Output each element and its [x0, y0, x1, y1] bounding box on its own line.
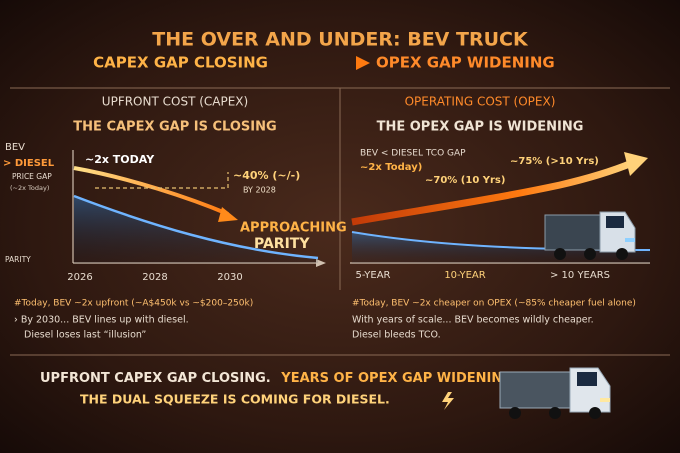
curve-arrow	[218, 207, 238, 222]
footer-part: YEARS OF OPEX GAP WIDENING.	[280, 371, 518, 386]
panel-subheading: THE CAPEX GAP IS CLOSING	[73, 120, 276, 135]
annotation: APPROACHING	[240, 221, 347, 236]
annotation: ~75% (>10 Yrs)	[510, 156, 599, 167]
note: With years of scale... BEV becomes wildl…	[352, 315, 594, 326]
header-arrow-head	[356, 56, 370, 70]
annotation: ~40% (~/-)	[233, 169, 300, 182]
footer-line: UPFRONT CAPEX GAP CLOSING. YEARS OF OPEX…	[40, 371, 518, 386]
curve	[73, 166, 229, 216]
x-label: 2028	[142, 272, 167, 283]
note: Diesel bleeds TCO.	[352, 330, 441, 341]
annotation: ~2x TODAY	[85, 153, 155, 166]
footer-line: THE DUAL SQUEEZE IS COMING FOR DIESEL.	[80, 392, 390, 407]
panel-heading: UPFRONT COST (CAPEX)	[102, 95, 248, 109]
annotation: ~70% (10 Yrs)	[425, 175, 505, 186]
y-label: PARITY	[5, 255, 31, 264]
note: #Today, BEV ~2x upfront (~A$450k vs ~$20…	[14, 299, 253, 309]
truck-icon	[544, 211, 636, 260]
curve	[351, 159, 634, 226]
y-label: (~2x Today)	[10, 184, 49, 192]
annotation: BEV < DIESEL TCO GAP	[360, 149, 466, 159]
annotation: ~2x Today)	[360, 162, 422, 173]
annotation: PARITY	[254, 236, 310, 252]
y-label: > DIESEL	[3, 158, 55, 169]
axis-arrow	[316, 259, 326, 267]
dashed-guide	[95, 172, 229, 189]
x-label: 2030	[217, 272, 242, 283]
note: #Today, BEV ~2x cheaper on OPEX (~85% ch…	[352, 299, 636, 309]
annotation: BY 2028	[243, 186, 276, 195]
x-label: 5-YEAR	[356, 270, 391, 281]
y-label: BEV	[5, 142, 25, 153]
x-label: > 10 YEARS	[550, 270, 610, 281]
footer-part: UPFRONT CAPEX GAP CLOSING.	[40, 371, 271, 386]
truck-icon	[499, 367, 611, 419]
panel-subheading: THE OPEX GAP IS WIDENING	[377, 120, 584, 135]
area	[74, 196, 318, 263]
curve	[73, 194, 319, 260]
x-label: 10-YEAR	[444, 270, 485, 281]
y-label: PRICE GAP	[12, 172, 52, 181]
curve-arrow	[624, 152, 648, 176]
note: › By 2030... BEV lines up with diesel.	[14, 315, 189, 326]
bolt-icon	[442, 392, 454, 410]
subtitle-right: OPEX GAP WIDENING	[376, 54, 555, 72]
panel-heading: OPERATING COST (OPEX)	[405, 95, 556, 109]
x-label: 2026	[67, 272, 92, 283]
note: Diesel loses last “illusion”	[24, 330, 146, 341]
subtitle-left: CAPEX GAP CLOSING	[93, 54, 268, 72]
title: THE OVER AND UNDER: BEV TRUCK	[152, 29, 529, 51]
